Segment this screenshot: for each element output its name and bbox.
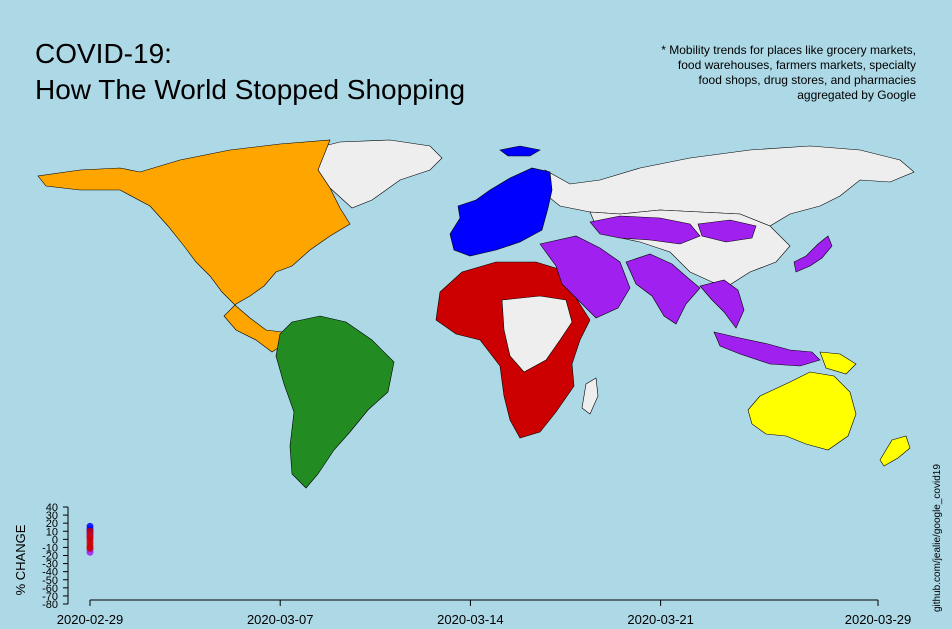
footnote-line: food warehouses, farmers markets, specia… <box>677 58 916 72</box>
x-tick-label: 2020-03-21 <box>627 612 694 627</box>
x-tick-label: 2020-03-07 <box>247 612 314 627</box>
title-line-2: How The World Stopped Shopping <box>35 74 466 105</box>
source-credit: github.com/jealie/google_covid19 <box>932 464 943 612</box>
region-japan <box>793 235 833 273</box>
data-point <box>86 544 94 552</box>
region-mongolia <box>697 219 757 243</box>
world-map <box>37 139 915 489</box>
y-tick-label: -20 <box>42 551 58 563</box>
footnote-line: * Mobility trends for places like grocer… <box>661 43 916 57</box>
region-central-asia <box>589 215 701 245</box>
region-indonesia <box>713 331 821 367</box>
y-tick-label: -70 <box>42 591 58 603</box>
y-tick-label: 10 <box>46 526 58 538</box>
region-southeast-asia <box>699 279 745 329</box>
y-tick-label: -60 <box>42 583 58 595</box>
y-tick-label: -80 <box>42 599 58 611</box>
inset-axes: 403020100-10-20-30-40-50-60-70-802020-02… <box>42 502 911 627</box>
footnote-line: aggregated by Google <box>797 88 916 102</box>
x-tick-label: 2020-03-29 <box>845 612 912 627</box>
y-tick-label: 40 <box>46 502 58 514</box>
region-new-zealand <box>879 435 911 467</box>
region-madagascar <box>581 377 599 415</box>
region-south-asia <box>625 253 701 325</box>
region-new-guinea <box>819 351 857 375</box>
region-africa-no-data <box>501 295 573 373</box>
region-europe <box>449 167 553 257</box>
y-tick-label: 30 <box>46 510 58 522</box>
region-iceland <box>499 145 541 157</box>
y-tick-label: -40 <box>42 567 58 579</box>
x-tick-label: 2020-02-29 <box>57 612 124 627</box>
inset-marks <box>86 522 94 556</box>
footnote: * Mobility trends for places like grocer… <box>596 43 916 103</box>
region-south-america <box>275 315 395 489</box>
footnote-line: food shops, drug stores, and pharmacies <box>698 73 916 87</box>
y-tick-label: -30 <box>42 559 58 571</box>
region-australia <box>747 371 857 451</box>
title-line-1: COVID-19: <box>35 38 172 69</box>
y-tick-label: 0 <box>52 534 58 546</box>
y-axis-label: % CHANGE <box>13 524 28 595</box>
x-tick-label: 2020-03-14 <box>437 612 504 627</box>
y-tick-label: -50 <box>42 575 58 587</box>
region-middle-east <box>539 235 631 319</box>
region-north-america <box>37 139 351 353</box>
data-point <box>86 527 94 535</box>
y-tick-label: -10 <box>42 542 58 554</box>
y-tick-label: 20 <box>46 518 58 530</box>
